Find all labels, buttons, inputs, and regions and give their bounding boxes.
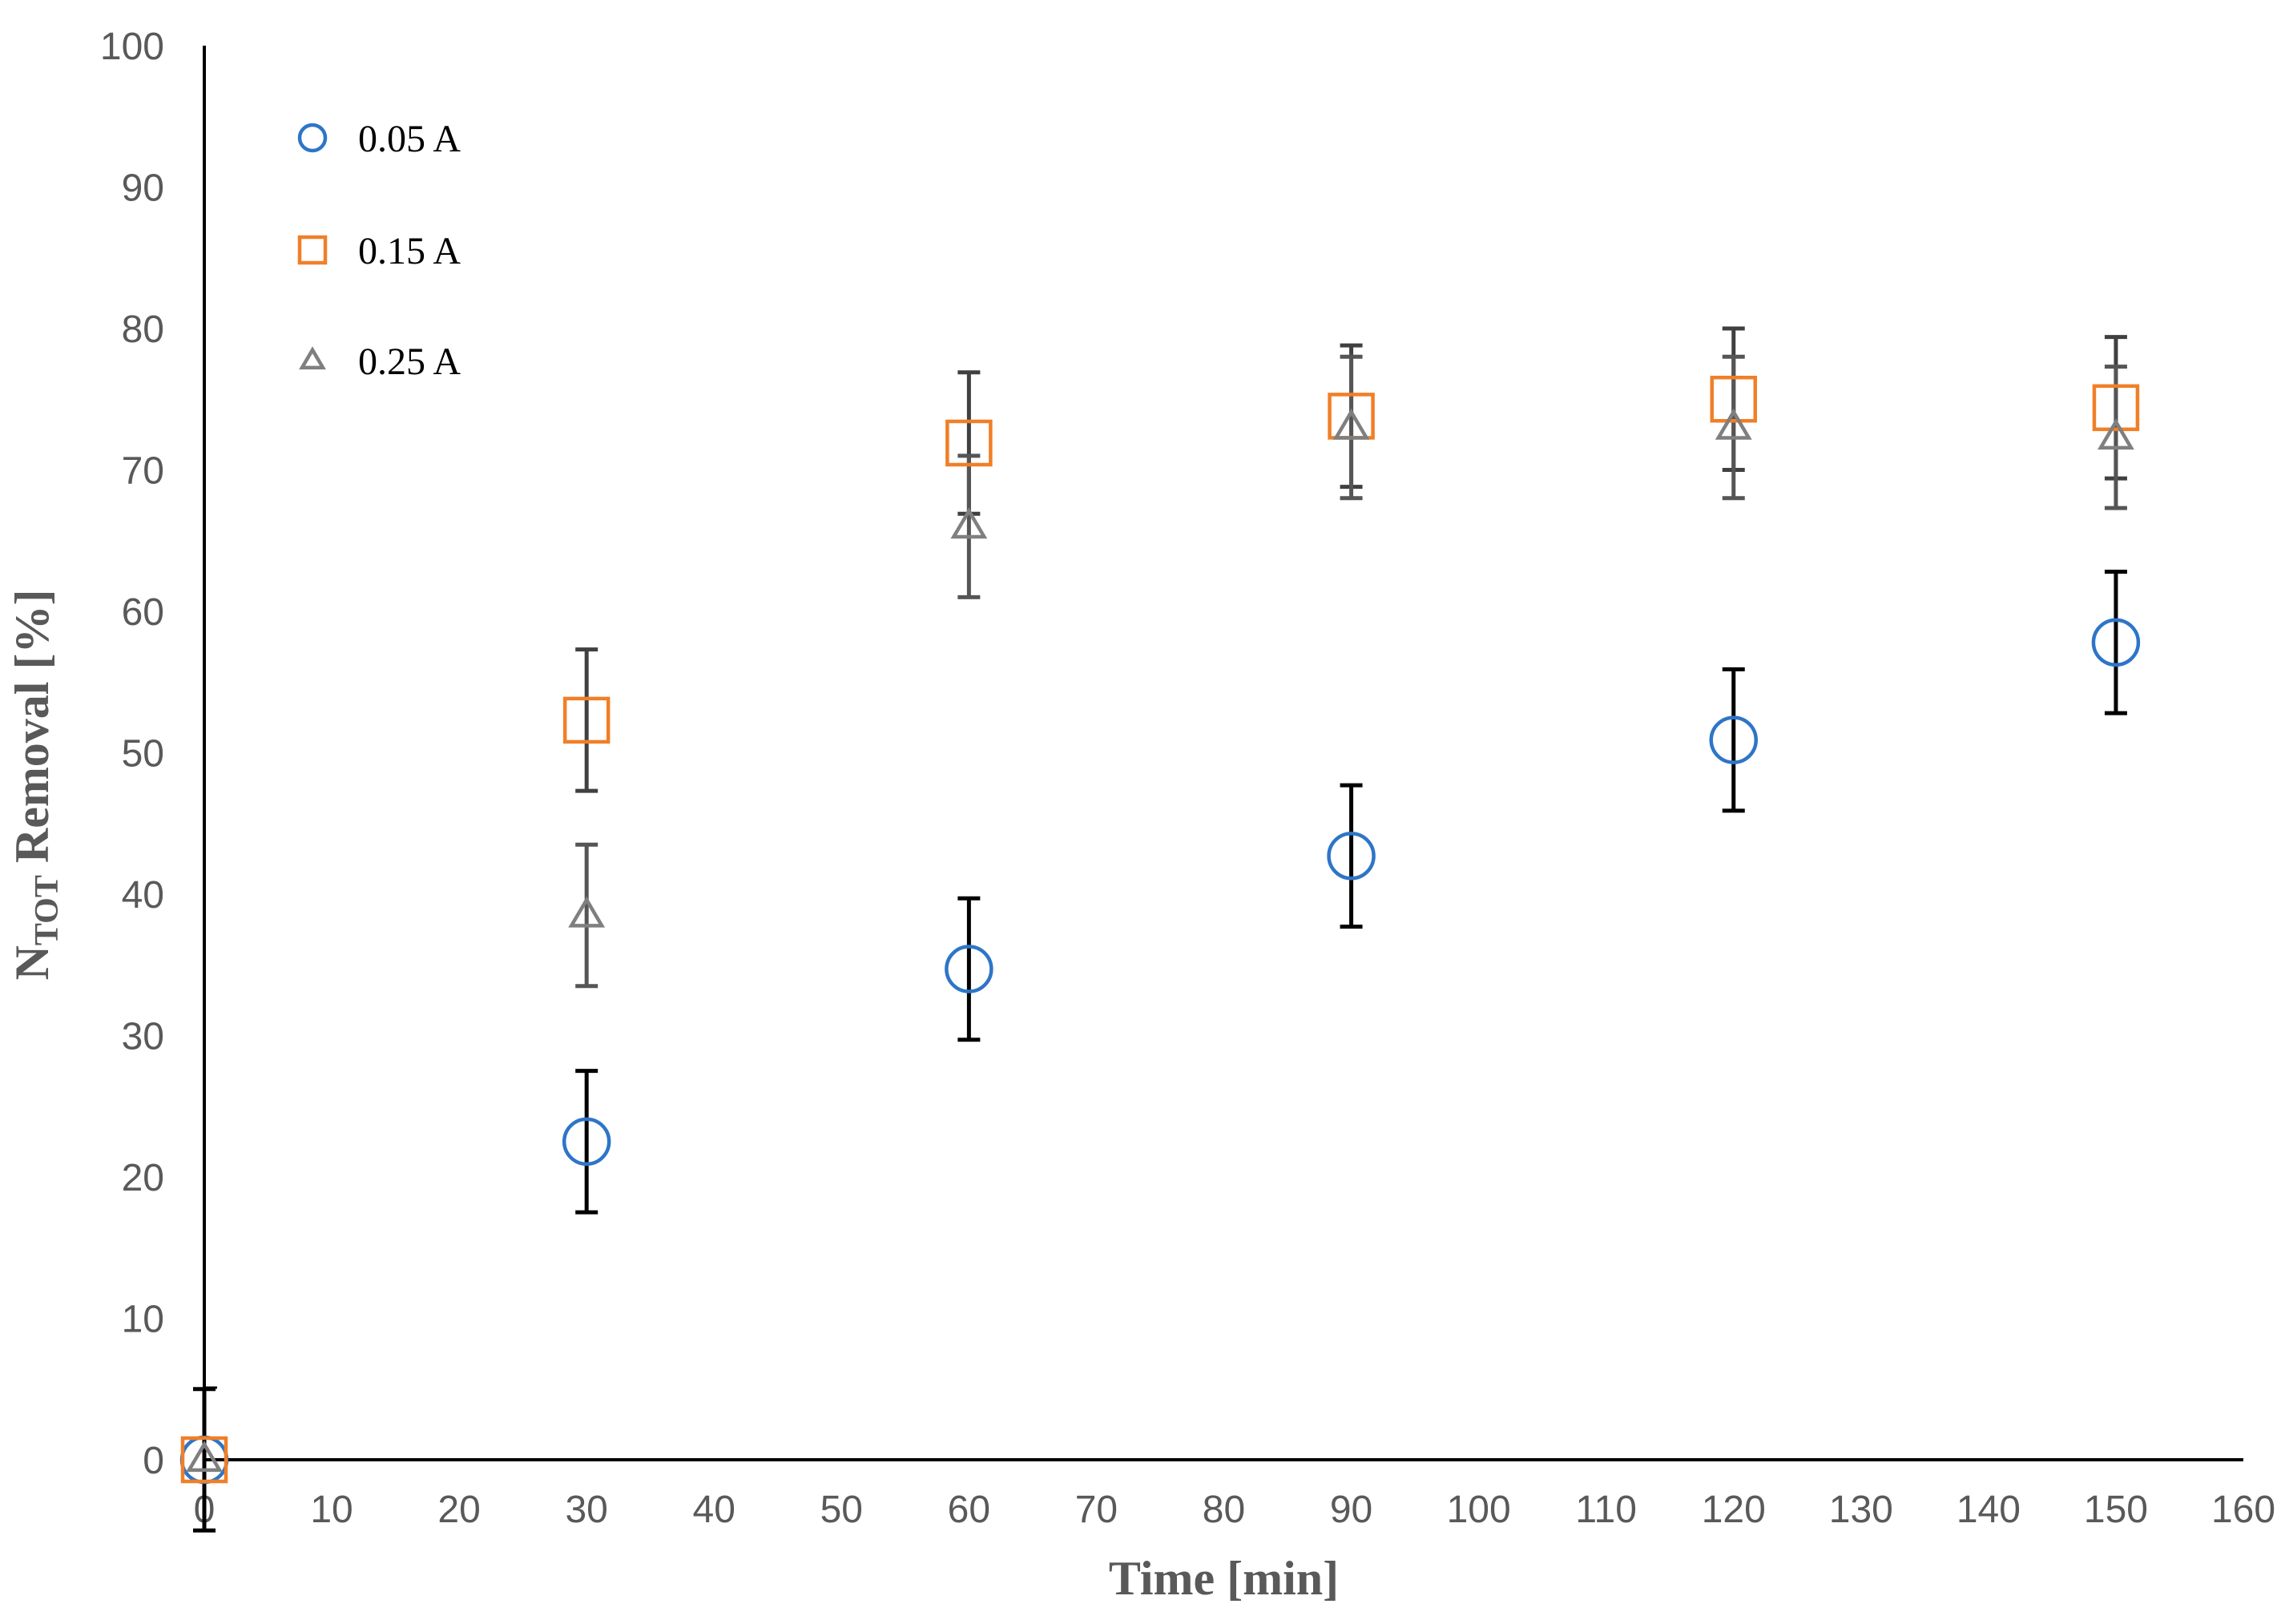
y-tick-label: 50 [122, 733, 164, 776]
x-tick-label: 130 [1829, 1489, 1893, 1531]
data-markers [179, 376, 2141, 1485]
legend-marker [297, 123, 328, 153]
error-bars [193, 326, 2127, 1533]
x-tick-label: 150 [2084, 1489, 2148, 1531]
x-tick-label: 60 [948, 1489, 990, 1531]
x-tick-label: 100 [1447, 1489, 1511, 1531]
y-tick-labels: 0 10 20 30 40 50 60 70 80 90 100 [100, 26, 164, 1482]
y-axis-title-rest: Removal [%] [6, 590, 58, 876]
data-point [568, 896, 606, 928]
x-tick-label: 10 [310, 1489, 353, 1531]
y-tick-label: 0 [143, 1440, 164, 1482]
x-tick-label: 110 [1575, 1489, 1637, 1531]
y-tick-label: 90 [122, 167, 164, 210]
y-axis-title-subscript: TOT [29, 875, 66, 945]
data-point [186, 1441, 223, 1473]
data-point [2098, 418, 2134, 450]
data-point [2091, 618, 2141, 667]
data-point [2092, 384, 2140, 432]
x-axis-title: Time [min] [1109, 1552, 1339, 1605]
x-tick-label: 40 [693, 1489, 735, 1531]
data-point [945, 945, 993, 993]
data-point [562, 1117, 611, 1167]
legend: 0.05 A 0.15 A 0.25 A [297, 118, 461, 383]
y-tick-label: 70 [122, 450, 164, 493]
x-tick-label: 70 [1075, 1489, 1118, 1531]
x-tick-label: 50 [820, 1489, 863, 1531]
data-point [1715, 408, 1752, 440]
data-point [1327, 832, 1376, 881]
x-tick-label: 30 [565, 1489, 607, 1531]
y-tick-label: 80 [122, 308, 164, 351]
legend-label: 0.25 A [358, 341, 461, 383]
data-point [562, 696, 611, 744]
y-axis-title-main: N [6, 945, 58, 980]
y-tick-label: 100 [100, 26, 164, 68]
data-point [1710, 376, 1757, 423]
x-tick-label: 160 [2211, 1489, 2275, 1531]
legend-label: 0.15 A [358, 230, 461, 272]
legend-marker [299, 346, 326, 370]
x-tick-label: 90 [1330, 1489, 1372, 1531]
data-point [180, 1436, 228, 1484]
data-point [950, 507, 988, 539]
x-tick-label: 120 [1702, 1489, 1766, 1531]
x-tick-label: 80 [1203, 1489, 1245, 1531]
y-tick-label: 10 [122, 1299, 164, 1341]
y-tick-label: 20 [122, 1157, 164, 1199]
data-point [1332, 408, 1370, 440]
y-tick-label: 40 [122, 874, 164, 917]
y-tick-label: 60 [122, 591, 164, 634]
legend-marker [297, 235, 328, 265]
data-point [1709, 715, 1758, 764]
y-axis-title: NTOT Removal [%] [6, 590, 66, 981]
x-tick-label: 140 [1957, 1489, 2021, 1531]
x-tick-label: 20 [437, 1489, 480, 1531]
data-point [945, 419, 993, 467]
legend-label: 0.05 A [358, 118, 461, 160]
y-tick-label: 30 [122, 1016, 164, 1058]
